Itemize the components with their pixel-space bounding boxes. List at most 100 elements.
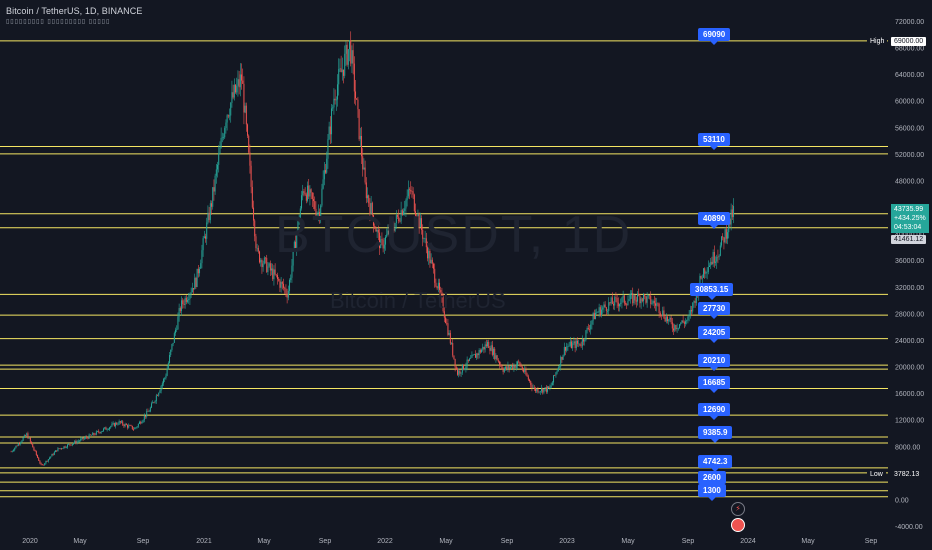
candle-body: [365, 182, 367, 199]
level-tag[interactable]: 27730: [698, 302, 731, 319]
candle-body: [46, 460, 48, 462]
candle-body: [81, 437, 83, 439]
candle-body: [290, 277, 292, 280]
level-tag[interactable]: 16685: [698, 376, 731, 393]
candle-body: [158, 392, 160, 396]
candle-body: [220, 138, 222, 148]
candle-body: [701, 277, 703, 279]
candle-body: [124, 423, 126, 427]
candle-body: [297, 220, 299, 234]
level-tag[interactable]: 24205: [698, 326, 731, 343]
candle-body: [634, 295, 636, 301]
candle-body: [308, 185, 310, 197]
candle-body: [513, 365, 515, 369]
candle-body: [633, 295, 635, 304]
candle-body: [280, 282, 282, 288]
candle-body: [709, 265, 711, 268]
candle-body: [241, 74, 243, 81]
candle-body: [187, 299, 189, 302]
candle-body: [419, 218, 421, 228]
level-tag[interactable]: 9385.9: [698, 426, 733, 443]
candle-body: [657, 303, 659, 304]
candle-body: [143, 415, 145, 421]
candle-body: [571, 341, 573, 349]
candle-body: [64, 446, 66, 448]
candle-body: [584, 340, 586, 342]
candle-body: [247, 124, 249, 136]
candle-body: [623, 295, 625, 304]
candle-body: [299, 208, 301, 220]
x-tick-label: Sep: [319, 538, 332, 545]
candle-body: [393, 228, 395, 231]
candle-body: [687, 316, 689, 321]
candle-body: [67, 444, 69, 448]
candle-body: [520, 365, 522, 367]
candle-body: [674, 325, 676, 331]
y-tick-label: 56000.00: [895, 125, 924, 132]
level-tag[interactable]: 2600: [698, 471, 726, 488]
candle-body: [349, 40, 351, 50]
candle-body: [219, 147, 221, 154]
candle-body: [465, 366, 467, 369]
candle-body: [207, 212, 209, 223]
candle-body: [682, 320, 684, 323]
candle-body: [167, 362, 169, 369]
candle-body: [243, 83, 245, 113]
candle-body: [131, 425, 133, 430]
candle-body: [637, 293, 639, 302]
candle-body: [62, 448, 64, 450]
candle-body: [159, 390, 161, 393]
candle-body: [352, 50, 354, 64]
candle-body: [16, 445, 18, 447]
candle-body: [596, 312, 598, 314]
bar-countdown: 04:53:04: [894, 224, 922, 231]
candle-body: [39, 460, 41, 464]
level-tag[interactable]: 20210: [698, 354, 731, 371]
candle-body: [259, 251, 261, 263]
candle-body: [351, 50, 353, 64]
high-label: High: [867, 37, 888, 46]
candle-body: [604, 304, 606, 308]
candle-body: [707, 267, 709, 272]
candle-body: [317, 212, 319, 213]
level-tag[interactable]: 12690: [698, 403, 731, 420]
level-tag[interactable]: 40890: [698, 212, 731, 229]
candle-body: [313, 199, 315, 202]
candle-body: [261, 259, 263, 268]
level-tag[interactable]: 1300: [698, 484, 726, 501]
candle-body: [161, 383, 163, 387]
candle-body: [667, 316, 669, 322]
candle-body: [314, 201, 316, 209]
candle-body: [392, 224, 394, 229]
candle-body: [388, 230, 390, 235]
candle-body: [385, 236, 387, 245]
candle-body: [608, 302, 610, 312]
candle-body: [563, 347, 565, 355]
candle-body: [133, 429, 135, 430]
level-tag[interactable]: 30853.15: [690, 283, 734, 300]
candle-body: [394, 222, 396, 231]
level-tag[interactable]: 4742.3: [698, 455, 733, 472]
candle-body: [429, 250, 431, 264]
x-tick-label: May: [73, 538, 87, 545]
candle-body: [575, 340, 577, 349]
event-flag-icon[interactable]: [731, 518, 745, 532]
candle-body: [212, 187, 214, 207]
level-tag[interactable]: 69090: [698, 28, 731, 45]
level-tag[interactable]: 53110: [698, 133, 730, 150]
candle-body: [128, 425, 130, 428]
candle-body: [304, 192, 306, 195]
candle-body: [15, 445, 17, 448]
candle-body: [399, 221, 401, 222]
candle-body: [644, 294, 646, 297]
candle-body: [428, 250, 430, 259]
lightning-icon[interactable]: ⚡: [731, 502, 745, 516]
candle-body: [560, 356, 562, 367]
candle-body: [383, 244, 385, 249]
candle-body: [344, 53, 346, 76]
candle-body: [405, 200, 407, 209]
candle-body: [412, 191, 414, 195]
candle-body: [253, 207, 255, 221]
candle-body: [211, 203, 213, 207]
